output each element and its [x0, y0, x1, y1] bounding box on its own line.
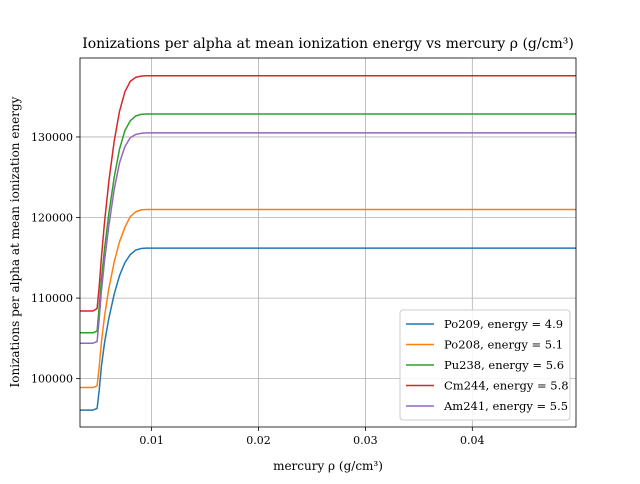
legend-label: Po209, energy = 4.9 [444, 317, 563, 331]
x-tick-label: 0.04 [460, 434, 485, 447]
tick-layer: 0.01 0.02 0.03 0.04 100000 110000 120000 130000 [31, 131, 485, 447]
series-line [80, 113, 576, 334]
legend-entries: Po209, energy = 4.9 Po208, energy = 5.1 Pu… [406, 317, 569, 413]
plot-frame [79, 57, 577, 428]
legend-label: Po208, energy = 5.1 [444, 338, 563, 352]
legend-label: Am241, energy = 5.5 [443, 399, 568, 413]
chart-title: Ionizations per alpha at mean ionization… [82, 36, 574, 52]
y-tick-label: 120000 [31, 212, 73, 225]
series-layer [80, 74, 576, 411]
series-line [80, 247, 576, 411]
x-tick-label: 0.02 [246, 434, 271, 447]
legend-label: Pu238, energy = 5.6 [444, 358, 564, 372]
legend-label: Cm244, energy = 5.8 [444, 379, 569, 393]
grid-layer [80, 58, 576, 427]
y-tick-label: 130000 [31, 131, 73, 144]
y-tick-label: 110000 [31, 292, 73, 305]
y-tick-label: 100000 [31, 373, 73, 386]
legend-box [399, 309, 571, 421]
series-line [80, 132, 576, 344]
legend: Po209, energy = 4.9 Po208, energy = 5.1 Pu… [399, 309, 571, 421]
y-axis-label: Ionizations per alpha at mean ionization… [8, 96, 22, 387]
series-line [80, 74, 576, 312]
series-line [80, 208, 576, 389]
x-tick-label: 0.01 [139, 434, 164, 447]
x-axis-label: mercury ρ (g/cm³) [273, 459, 383, 473]
x-tick-label: 0.03 [353, 434, 378, 447]
